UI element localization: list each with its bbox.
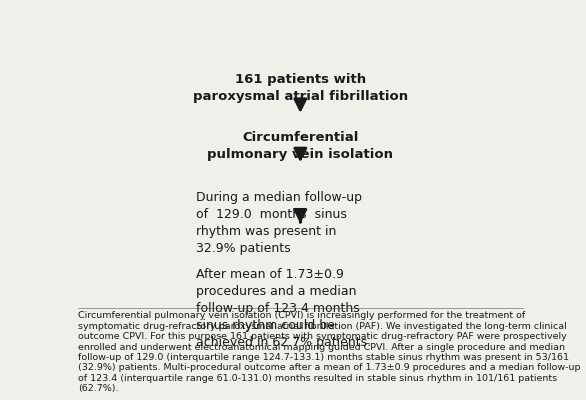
Text: 161 patients with
paroxysmal atrial fibrillation: 161 patients with paroxysmal atrial fibr…	[193, 73, 408, 103]
Text: Circumferential pulmonary vein isolation (CPVI) is increasingly performed for th: Circumferential pulmonary vein isolation…	[78, 311, 580, 393]
Text: During a median follow-up
of  129.0  months  sinus
rhythm was present in
32.9% p: During a median follow-up of 129.0 month…	[196, 191, 362, 255]
Text: Circumferential
pulmonary vein isolation: Circumferential pulmonary vein isolation	[207, 131, 393, 161]
Text: After mean of 1.73±0.9
procedures and a median
follow-up of 123.4 months
sinus r: After mean of 1.73±0.9 procedures and a …	[196, 268, 371, 349]
